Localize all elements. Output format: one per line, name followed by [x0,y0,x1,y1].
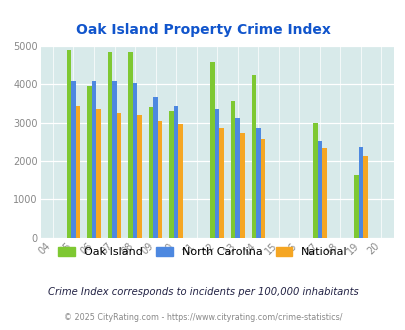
Bar [153,97,158,238]
Bar [71,82,75,238]
Bar [169,111,173,238]
Bar [235,118,239,238]
Bar [219,128,224,238]
Bar [256,128,260,238]
Bar [358,147,362,238]
Bar [92,81,96,238]
Bar [158,121,162,238]
Bar [75,106,80,238]
Bar [107,52,112,238]
Bar [210,62,214,238]
Bar [214,109,219,238]
Bar [260,139,264,238]
Text: Crime Index corresponds to incidents per 100,000 inhabitants: Crime Index corresponds to incidents per… [47,287,358,297]
Bar [87,86,92,238]
Bar [149,108,153,238]
Bar [353,175,358,238]
Text: © 2025 CityRating.com - https://www.cityrating.com/crime-statistics/: © 2025 CityRating.com - https://www.city… [64,313,341,322]
Bar [178,124,183,238]
Text: Oak Island Property Crime Index: Oak Island Property Crime Index [75,23,330,37]
Bar [239,133,244,238]
Bar [96,109,100,238]
Legend: Oak Island, North Carolina, National: Oak Island, North Carolina, National [53,242,352,262]
Bar [173,106,178,238]
Bar [251,75,256,238]
Bar [66,50,71,238]
Bar [312,123,317,238]
Bar [230,101,235,238]
Bar [317,141,321,238]
Bar [321,148,326,238]
Bar [128,52,132,238]
Bar [132,82,137,238]
Bar [137,115,141,238]
Bar [117,113,121,238]
Bar [362,156,367,238]
Bar [112,82,117,238]
